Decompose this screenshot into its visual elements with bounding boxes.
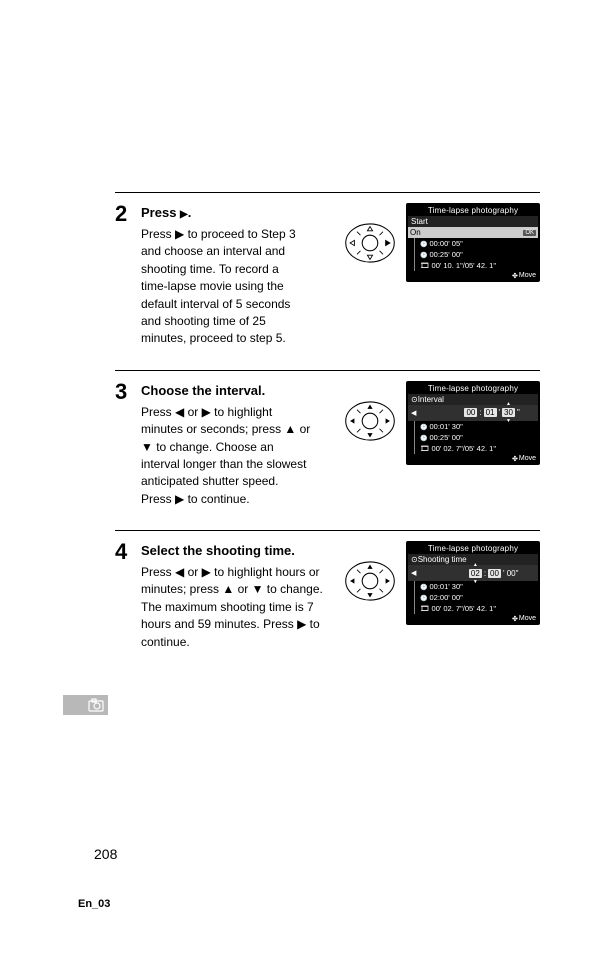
step-text-col: Press . Press ▶ to proceed to Step 3 and… [141,203,344,348]
left-triangle-icon: ◀ [411,409,416,417]
clock-icon [420,239,427,248]
multi-selector-icon [344,555,396,607]
camera-lcd-preview: Time-lapse photography ⊙Shooting time ◀ … [406,541,540,625]
camera-icon [88,698,104,712]
lcd-data-text: 00:25' 00" [429,250,462,259]
camera-lcd-preview: Time-lapse photography ⊙Interval ◀ 00: 0… [406,381,540,465]
lcd-title: Time-lapse photography [408,543,538,554]
step-title: Press . [141,205,344,220]
lcd-data-text: 00:01' 30" [429,582,462,591]
step-text-col: Select the shooting time. Press ◀ or ▶ t… [141,541,344,651]
lcd-subtitle: ⊙Interval [408,394,538,405]
divider [115,370,540,371]
lcd-data-text: 00' 02. 7"/05' 42. 1" [432,604,497,613]
clock-icon [420,582,427,591]
step-visuals: Time-lapse photography ⊙Interval ◀ 00: 0… [344,381,540,465]
lcd-footer-text: Move [519,272,536,280]
left-triangle-icon: ◀ [411,569,416,577]
step-body: Press ▶ to proceed to Step 3 and choose … [141,226,303,348]
lcd-data-line: 00:00' 05" [417,238,538,249]
lcd-footer-text: Move [519,615,536,623]
step-body: Press ◀ or ▶ to highlight hours or minut… [141,564,327,651]
ok-icon: OK [523,230,536,236]
step-number: 4 [115,541,141,563]
film-icon: 🎞 [420,261,430,270]
clock-icon [420,433,427,442]
step-number: 2 [115,203,141,225]
lcd-interval-row: ◀ 00: 01' 30" [408,405,538,421]
film-icon: 🎞 [420,444,430,453]
manual-page-content: 2 Press . Press ▶ to proceed to Step 3 a… [115,190,540,673]
move-icon [512,615,519,623]
camera-lcd-preview: Time-lapse photography Start On OK 00:00… [406,203,540,282]
footer-label: En_03 [78,898,110,910]
step-block-3: 3 Choose the interval. Press ◀ or ▶ to h… [115,381,540,508]
page-number: 208 [94,846,117,862]
divider [115,192,540,193]
step-title: Select the shooting time. [141,543,344,558]
lcd-subtitle: Start [408,216,538,227]
lcd-title: Time-lapse photography [408,205,538,216]
clock-icon [420,250,427,259]
clock-icon [420,422,427,431]
lcd-footer: Move [408,614,538,623]
lcd-data-bracket: 00:00' 05" 00:25' 00" 🎞00' 10. 1"/05' 42… [414,238,538,271]
step-visuals: Time-lapse photography Start On OK 00:00… [344,203,540,282]
step-title-pre: Press [141,205,180,220]
lcd-data-line: 🎞00' 10. 1"/05' 42. 1" [417,260,538,271]
section-tab [63,695,108,715]
step-visuals: Time-lapse photography ⊙Shooting time ◀ … [344,541,540,625]
lcd-footer: Move [408,271,538,280]
clock-icon [420,593,427,602]
lcd-data-text: 02:00' 00" [429,593,462,602]
lcd-data-bracket: 00:01' 30" 00:25' 00" 🎞00' 02. 7"/05' 42… [414,421,538,454]
lcd-data-bracket: 00:01' 30" 02:00' 00" 🎞00' 02. 7"/05' 42… [414,581,538,614]
step-text-col: Choose the interval. Press ◀ or ▶ to hig… [141,381,344,508]
lcd-data-text: 00' 10. 1"/05' 42. 1" [432,261,497,270]
multi-selector-icon [344,395,396,447]
shooting-hours: 02 [469,569,482,578]
lcd-on-row: On OK [408,227,538,238]
lcd-data-line: 00:25' 00" [417,432,538,443]
lcd-data-line: 00:25' 00" [417,249,538,260]
lcd-interval-row: ◀ 02: 00 ' 00" [408,565,538,581]
lcd-data-line: 🎞00' 02. 7"/05' 42. 1" [417,603,538,614]
lcd-data-text: 00:25' 00" [429,433,462,442]
divider [115,530,540,531]
right-triangle-icon [180,205,188,220]
lcd-on-label: On [410,228,421,237]
interval-hours: 00 [464,408,477,417]
lcd-data-line: 02:00' 00" [417,592,538,603]
lcd-data-text: 00:00' 05" [429,239,462,248]
step-number: 3 [115,381,141,403]
multi-selector-icon [344,217,396,269]
lcd-data-text: 00' 02. 7"/05' 42. 1" [432,444,497,453]
step-title-post: . [188,205,192,220]
step-block-2: 2 Press . Press ▶ to proceed to Step 3 a… [115,203,540,348]
step-title: Choose the interval. [141,383,344,398]
lcd-title: Time-lapse photography [408,383,538,394]
step-body: Press ◀ or ▶ to highlight minutes or sec… [141,404,311,508]
lcd-data-text: 00:01' 30" [429,422,462,431]
film-icon: 🎞 [420,604,430,613]
shooting-suffix: ' 00" [503,569,519,578]
lcd-footer-text: Move [519,455,536,463]
lcd-footer: Move [408,454,538,463]
move-icon [512,455,519,463]
move-icon [512,272,519,280]
interval-seconds: 30 [502,408,515,417]
lcd-data-line: 00:01' 30" [417,421,538,432]
step-block-4: 4 Select the shooting time. Press ◀ or ▶… [115,541,540,651]
lcd-data-line: 🎞00' 02. 7"/05' 42. 1" [417,443,538,454]
shooting-minutes: 00 [488,569,501,578]
interval-minutes: 01 [484,408,497,417]
